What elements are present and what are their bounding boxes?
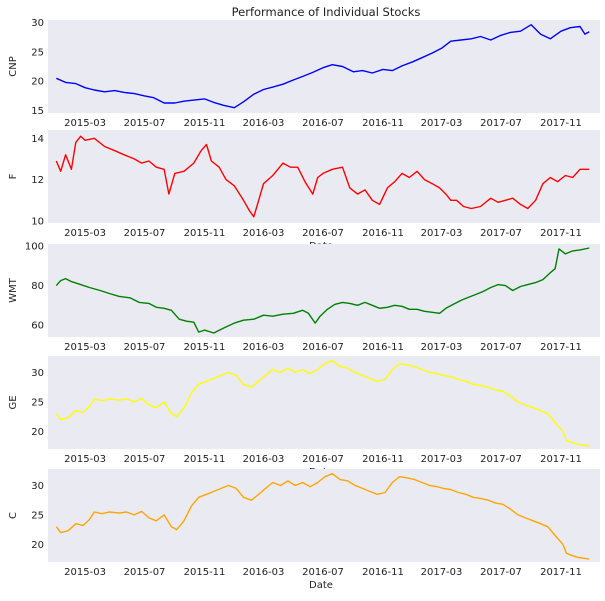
x-tick-label: 2015-03 [64,454,106,465]
series-line-wmt [55,247,590,334]
x-tick-label: 2016-11 [362,342,404,353]
x-tick-label: 2016-07 [302,118,344,129]
x-tick-label: 2017-03 [421,454,463,465]
x-tick-label: 2015-07 [124,454,166,465]
x-tick-label: 2015-03 [64,567,106,578]
plot-area [48,20,600,113]
x-tick-label: 2017-07 [480,454,522,465]
x-axis-label: Date [309,580,333,591]
x-tick-label: 2016-03 [243,454,285,465]
x-tick-label: 2017-11 [540,567,582,578]
y-tick-label: 60 [31,321,44,332]
x-tick-label: 2015-03 [64,228,106,239]
plot-area [48,244,600,337]
x-tick-label: 2016-03 [243,118,285,129]
x-tick-label: 2015-07 [124,118,166,129]
y-axis-label: C [8,512,19,519]
y-tick-label: 30 [31,481,44,492]
x-tick-label: 2017-03 [421,118,463,129]
x-tick-label: 2015-07 [124,228,166,239]
x-tick-label: 2016-03 [243,228,285,239]
x-tick-label: 2017-11 [540,454,582,465]
panel-wmt: 2015-03 2015-07 2015-11 2016-03 2016-07 2016-… [8,241,600,366]
series-line-cnp [56,24,590,109]
y-tick-label: 25 [31,397,44,408]
x-tick-label: 2017-03 [421,228,463,239]
panel-ge: 2015-03 2015-07 2015-11 2016-03 2016-07 2016-… [8,356,600,478]
x-tick-label: 2017-11 [540,118,582,129]
x-tick-label: 2015-11 [184,228,226,239]
x-tick-label: 2015-11 [184,118,226,129]
x-tick-label: 2017-07 [480,118,522,129]
y-tick-label: 30 [31,18,44,29]
x-tick-label: 2017-03 [421,342,463,353]
x-tick-label: 2015-11 [184,567,226,578]
x-tick-label: 2016-11 [362,454,404,465]
panel-c: 2015-03 2015-07 2015-11 2016-03 2016-07 2016-… [8,469,600,591]
x-tick-label: 2016-03 [243,342,285,353]
panel-f: 2015-03 2015-07 2015-11 2016-03 2016-07 2016-… [8,130,600,252]
y-tick-label: 10 [31,216,44,227]
x-tick-label: 2016-07 [302,228,344,239]
y-axis-label: F [8,173,19,179]
x-tick-label: 2015-07 [124,342,166,353]
y-tick-label: 80 [31,281,44,292]
x-tick-label: 2015-03 [64,118,106,129]
y-tick-label: 20 [31,540,44,551]
y-tick-label: 20 [31,427,44,438]
y-tick-label: 20 [31,77,44,88]
x-tick-label: 2015-07 [124,567,166,578]
chart-title: Performance of Individual Stocks [232,5,421,19]
series-line-c [55,473,590,560]
x-tick-label: 2017-11 [540,342,582,353]
x-tick-label: 2015-03 [64,342,106,353]
plot-area [48,130,600,223]
x-tick-label: 2015-11 [184,342,226,353]
x-tick-label: 2016-11 [362,118,404,129]
y-tick-label: 15 [31,106,44,117]
series-line-ge [55,360,590,447]
y-tick-label: 25 [31,510,44,521]
y-tick-label: 12 [31,175,44,186]
x-tick-label: 2017-07 [480,228,522,239]
x-tick-label: 2017-07 [480,567,522,578]
x-tick-label: 2017-03 [421,567,463,578]
x-tick-label: 2016-07 [302,567,344,578]
y-tick-label: 30 [31,368,44,379]
x-tick-label: 2016-07 [302,342,344,353]
plot-area [48,356,600,449]
y-tick-label: 14 [31,134,44,145]
x-tick-label: 2016-11 [362,228,404,239]
x-tick-label: 2016-03 [243,567,285,578]
x-tick-label: 2016-07 [302,454,344,465]
series-line-f [55,135,590,218]
y-tick-label: 25 [31,47,44,58]
panel-cnp: 2015-03 2015-07 2015-11 2016-03 2016-07 2016-… [8,18,600,142]
plot-area [48,469,600,562]
y-axis-label: GE [8,395,19,409]
x-tick-label: 2017-11 [540,228,582,239]
x-tick-label: 2015-11 [184,454,226,465]
x-tick-label: 2016-11 [362,567,404,578]
y-axis-label: CNP [8,56,19,77]
y-tick-label: 100 [25,241,44,252]
y-axis-label: WMT [8,277,19,303]
x-tick-label: 2017-07 [480,342,522,353]
